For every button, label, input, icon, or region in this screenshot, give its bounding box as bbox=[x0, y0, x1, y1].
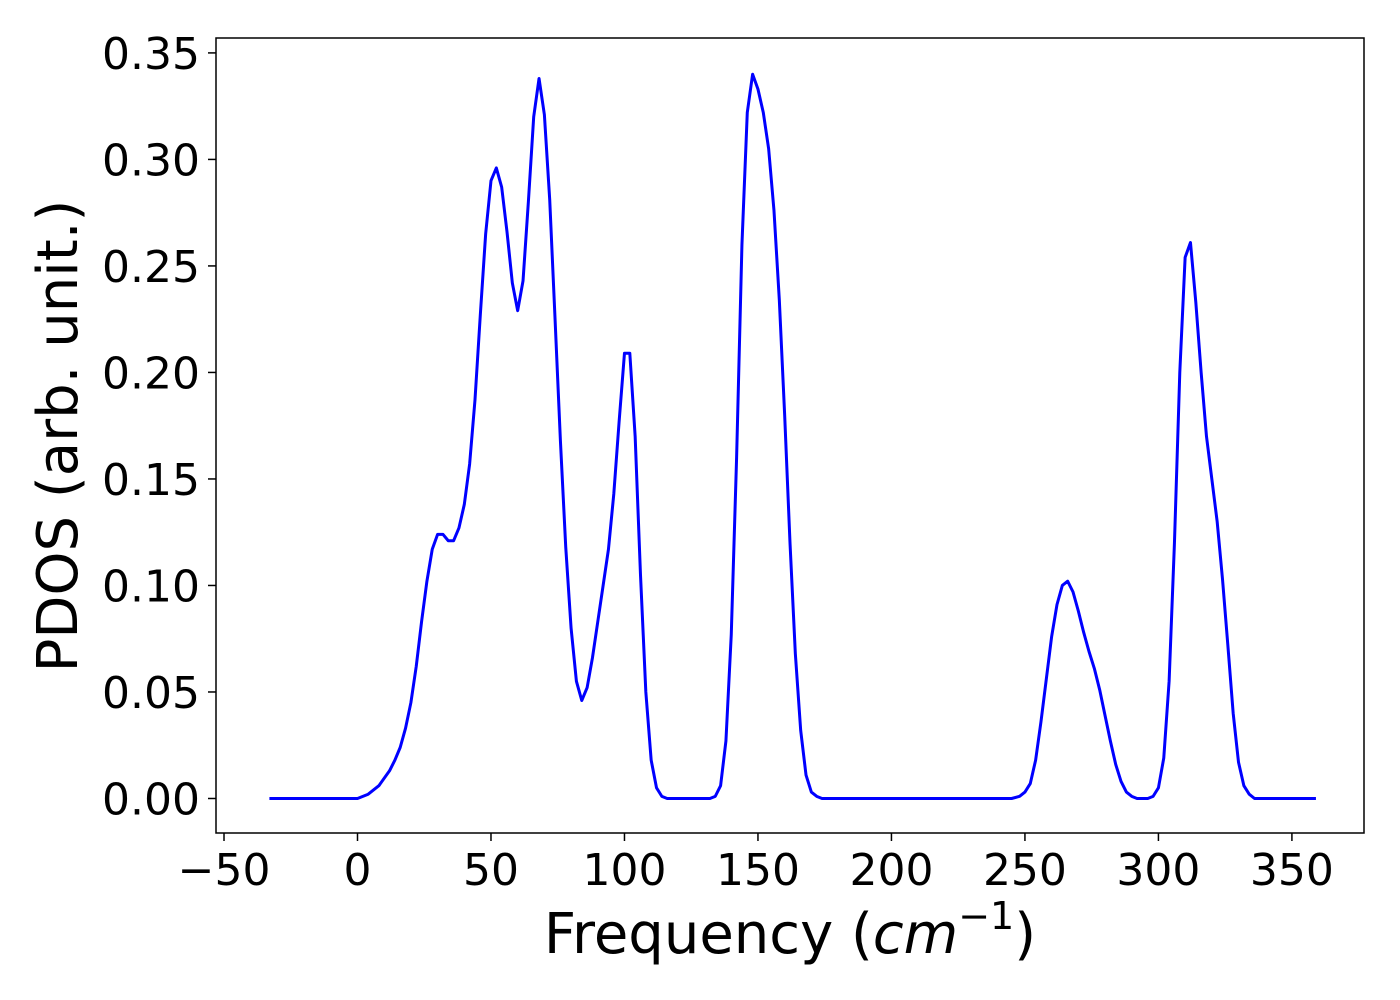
x-tick-label: 350 bbox=[1250, 845, 1334, 896]
x-tick-label: 250 bbox=[983, 845, 1067, 896]
x-axis-unit-base: cm bbox=[873, 902, 958, 967]
y-tick-label: 0.35 bbox=[102, 29, 200, 80]
y-tick-label: 0.05 bbox=[102, 668, 200, 719]
y-tick-label: 0.10 bbox=[102, 561, 200, 612]
plot-frame bbox=[215, 37, 1365, 834]
plot-background bbox=[216, 38, 1364, 833]
x-tick-label: 100 bbox=[582, 845, 666, 896]
x-tick-label: 50 bbox=[463, 845, 519, 896]
y-tick-label: 0.25 bbox=[102, 242, 200, 293]
x-axis-title: Frequency (cm−1) bbox=[544, 894, 1036, 967]
x-tick-label: 150 bbox=[716, 845, 800, 896]
x-axis-title-text: Frequency bbox=[544, 902, 833, 967]
pdos-series-line bbox=[269, 72, 1316, 800]
y-tick-label: 0.15 bbox=[102, 455, 200, 506]
x-tick-label: −50 bbox=[178, 845, 271, 896]
y-tick-label: 0.20 bbox=[102, 348, 200, 399]
x-tick-label: 200 bbox=[849, 845, 933, 896]
x-tick-label: 0 bbox=[343, 845, 371, 896]
y-axis-ticks: 0.00 0.05 0.10 0.15 0.20 0.25 0.30 0.35 bbox=[102, 29, 216, 825]
x-axis-ticks: −50 0 50 100 150 200 250 300 350 bbox=[178, 833, 1334, 896]
y-tick-label: 0.30 bbox=[102, 135, 200, 186]
x-tick-label: 300 bbox=[1116, 845, 1200, 896]
x-axis-unit-exp: −1 bbox=[958, 894, 1014, 938]
y-axis-title: PDOS (arb. unit.) bbox=[26, 200, 91, 673]
y-tick-label: 0.00 bbox=[102, 774, 200, 825]
